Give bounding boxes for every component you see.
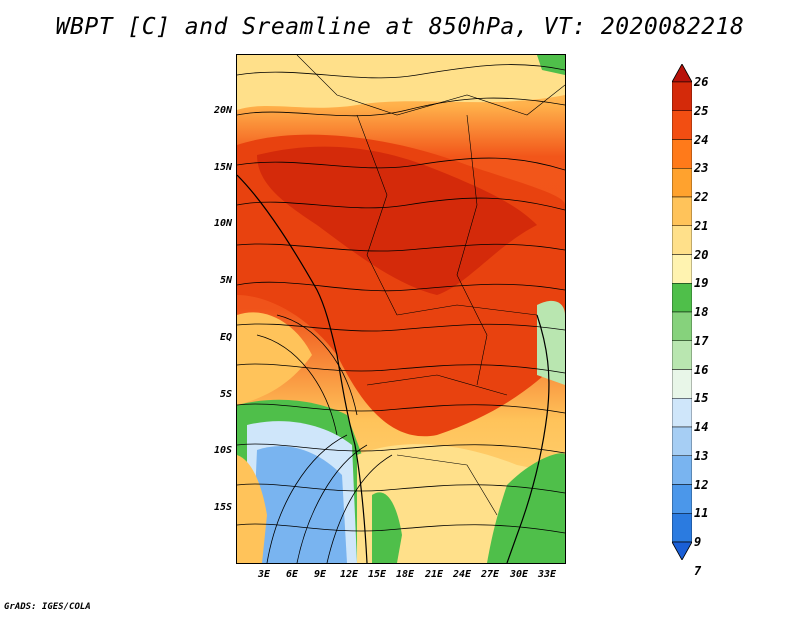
colorbar-label: 17: [694, 333, 709, 348]
colorbar-label: 15: [694, 391, 709, 406]
lat-label-10s: 10S: [213, 445, 232, 456]
colorbar-segment: [672, 196, 692, 226]
colorbar-segment: [672, 311, 692, 341]
lon-label-30e: 30E: [509, 569, 529, 580]
lat-label-15n: 15N: [213, 162, 232, 173]
colorbar-label: 7: [694, 563, 702, 578]
colorbar-segment: [672, 225, 692, 255]
south-green-patch-a: [372, 492, 402, 563]
country-borders: [296, 55, 565, 516]
colorbar-segment: [672, 455, 692, 485]
colorbar-label: 19: [694, 276, 709, 291]
colorbar-label: 11: [694, 506, 709, 521]
colorbar-label: 24: [694, 132, 709, 147]
west-moderate-zone: [237, 312, 312, 405]
colorbar-segment: [672, 340, 692, 370]
colorbar-segment: [672, 426, 692, 456]
lat-label-10n: 10N: [213, 218, 232, 229]
lat-label-15s: 15S: [213, 502, 232, 513]
lat-label-5n: 5N: [219, 275, 232, 286]
lon-label-3e: 3E: [257, 569, 271, 580]
southwest-warm-patch: [237, 455, 267, 563]
colorbar-label: 18: [694, 305, 709, 319]
colorbar-label: 21: [694, 218, 709, 233]
wbpt-field: [237, 55, 565, 563]
lon-label-12e: 12E: [339, 569, 359, 580]
colorbar-segment: [672, 254, 692, 284]
colorbar-segment: [672, 484, 692, 514]
lat-label-eq: EQ: [219, 332, 232, 343]
colorbar-top-arrow: [672, 64, 692, 83]
credit-text: GrADS: IGES/COLA: [4, 602, 91, 612]
colorbar-segment: [672, 398, 692, 428]
east-highland-patch: [537, 300, 565, 385]
colorbar-label: 20: [694, 247, 709, 262]
lat-label-5s: 5S: [219, 389, 232, 400]
colorbar-label: 14: [694, 420, 709, 434]
lat-label-20n: 20N: [213, 105, 232, 116]
lon-label-21e: 21E: [424, 569, 444, 580]
colorbar-label: 9: [694, 535, 702, 549]
colorbar-label: 25: [694, 103, 709, 118]
north-warm-zone: [237, 55, 565, 110]
lon-label-27e: 27E: [480, 569, 500, 580]
lon-label-33e: 33E: [537, 569, 557, 580]
coastlines: [237, 174, 550, 563]
colorbar-label: 23: [694, 161, 709, 176]
colorbar-segment: [672, 283, 692, 313]
colorbar-label: 16: [694, 362, 709, 377]
colorbar-segment: [672, 513, 692, 543]
colorbar-segment: [672, 110, 692, 140]
colorbar-label: 13: [694, 448, 709, 463]
lon-label-9e: 9E: [313, 569, 327, 580]
map-panel: [236, 54, 566, 564]
colorbar-segment: [672, 168, 692, 198]
streamlines: [237, 64, 565, 563]
chart-title: WBPT [C] and Sreamline at 850hPa, VT: 20…: [55, 14, 745, 40]
hottest-region: [257, 146, 537, 295]
colorbar-label: 12: [694, 477, 709, 492]
lon-label-24e: 24E: [452, 569, 472, 580]
lon-label-18e: 18E: [395, 569, 415, 580]
colorbar-label: 22: [694, 190, 709, 204]
north-green-patch: [537, 55, 565, 75]
colorbar-segment: [672, 369, 692, 399]
colorbar-segment: [672, 81, 692, 111]
colorbar-segment: [672, 139, 692, 169]
colorbar-label: 26: [694, 75, 709, 89]
south-atlantic-blue: [252, 446, 347, 563]
colorbar-bottom-arrow: [672, 541, 692, 560]
colorbar: [672, 64, 692, 560]
lon-label-6e: 6E: [285, 569, 299, 580]
lon-label-15e: 15E: [367, 569, 387, 580]
